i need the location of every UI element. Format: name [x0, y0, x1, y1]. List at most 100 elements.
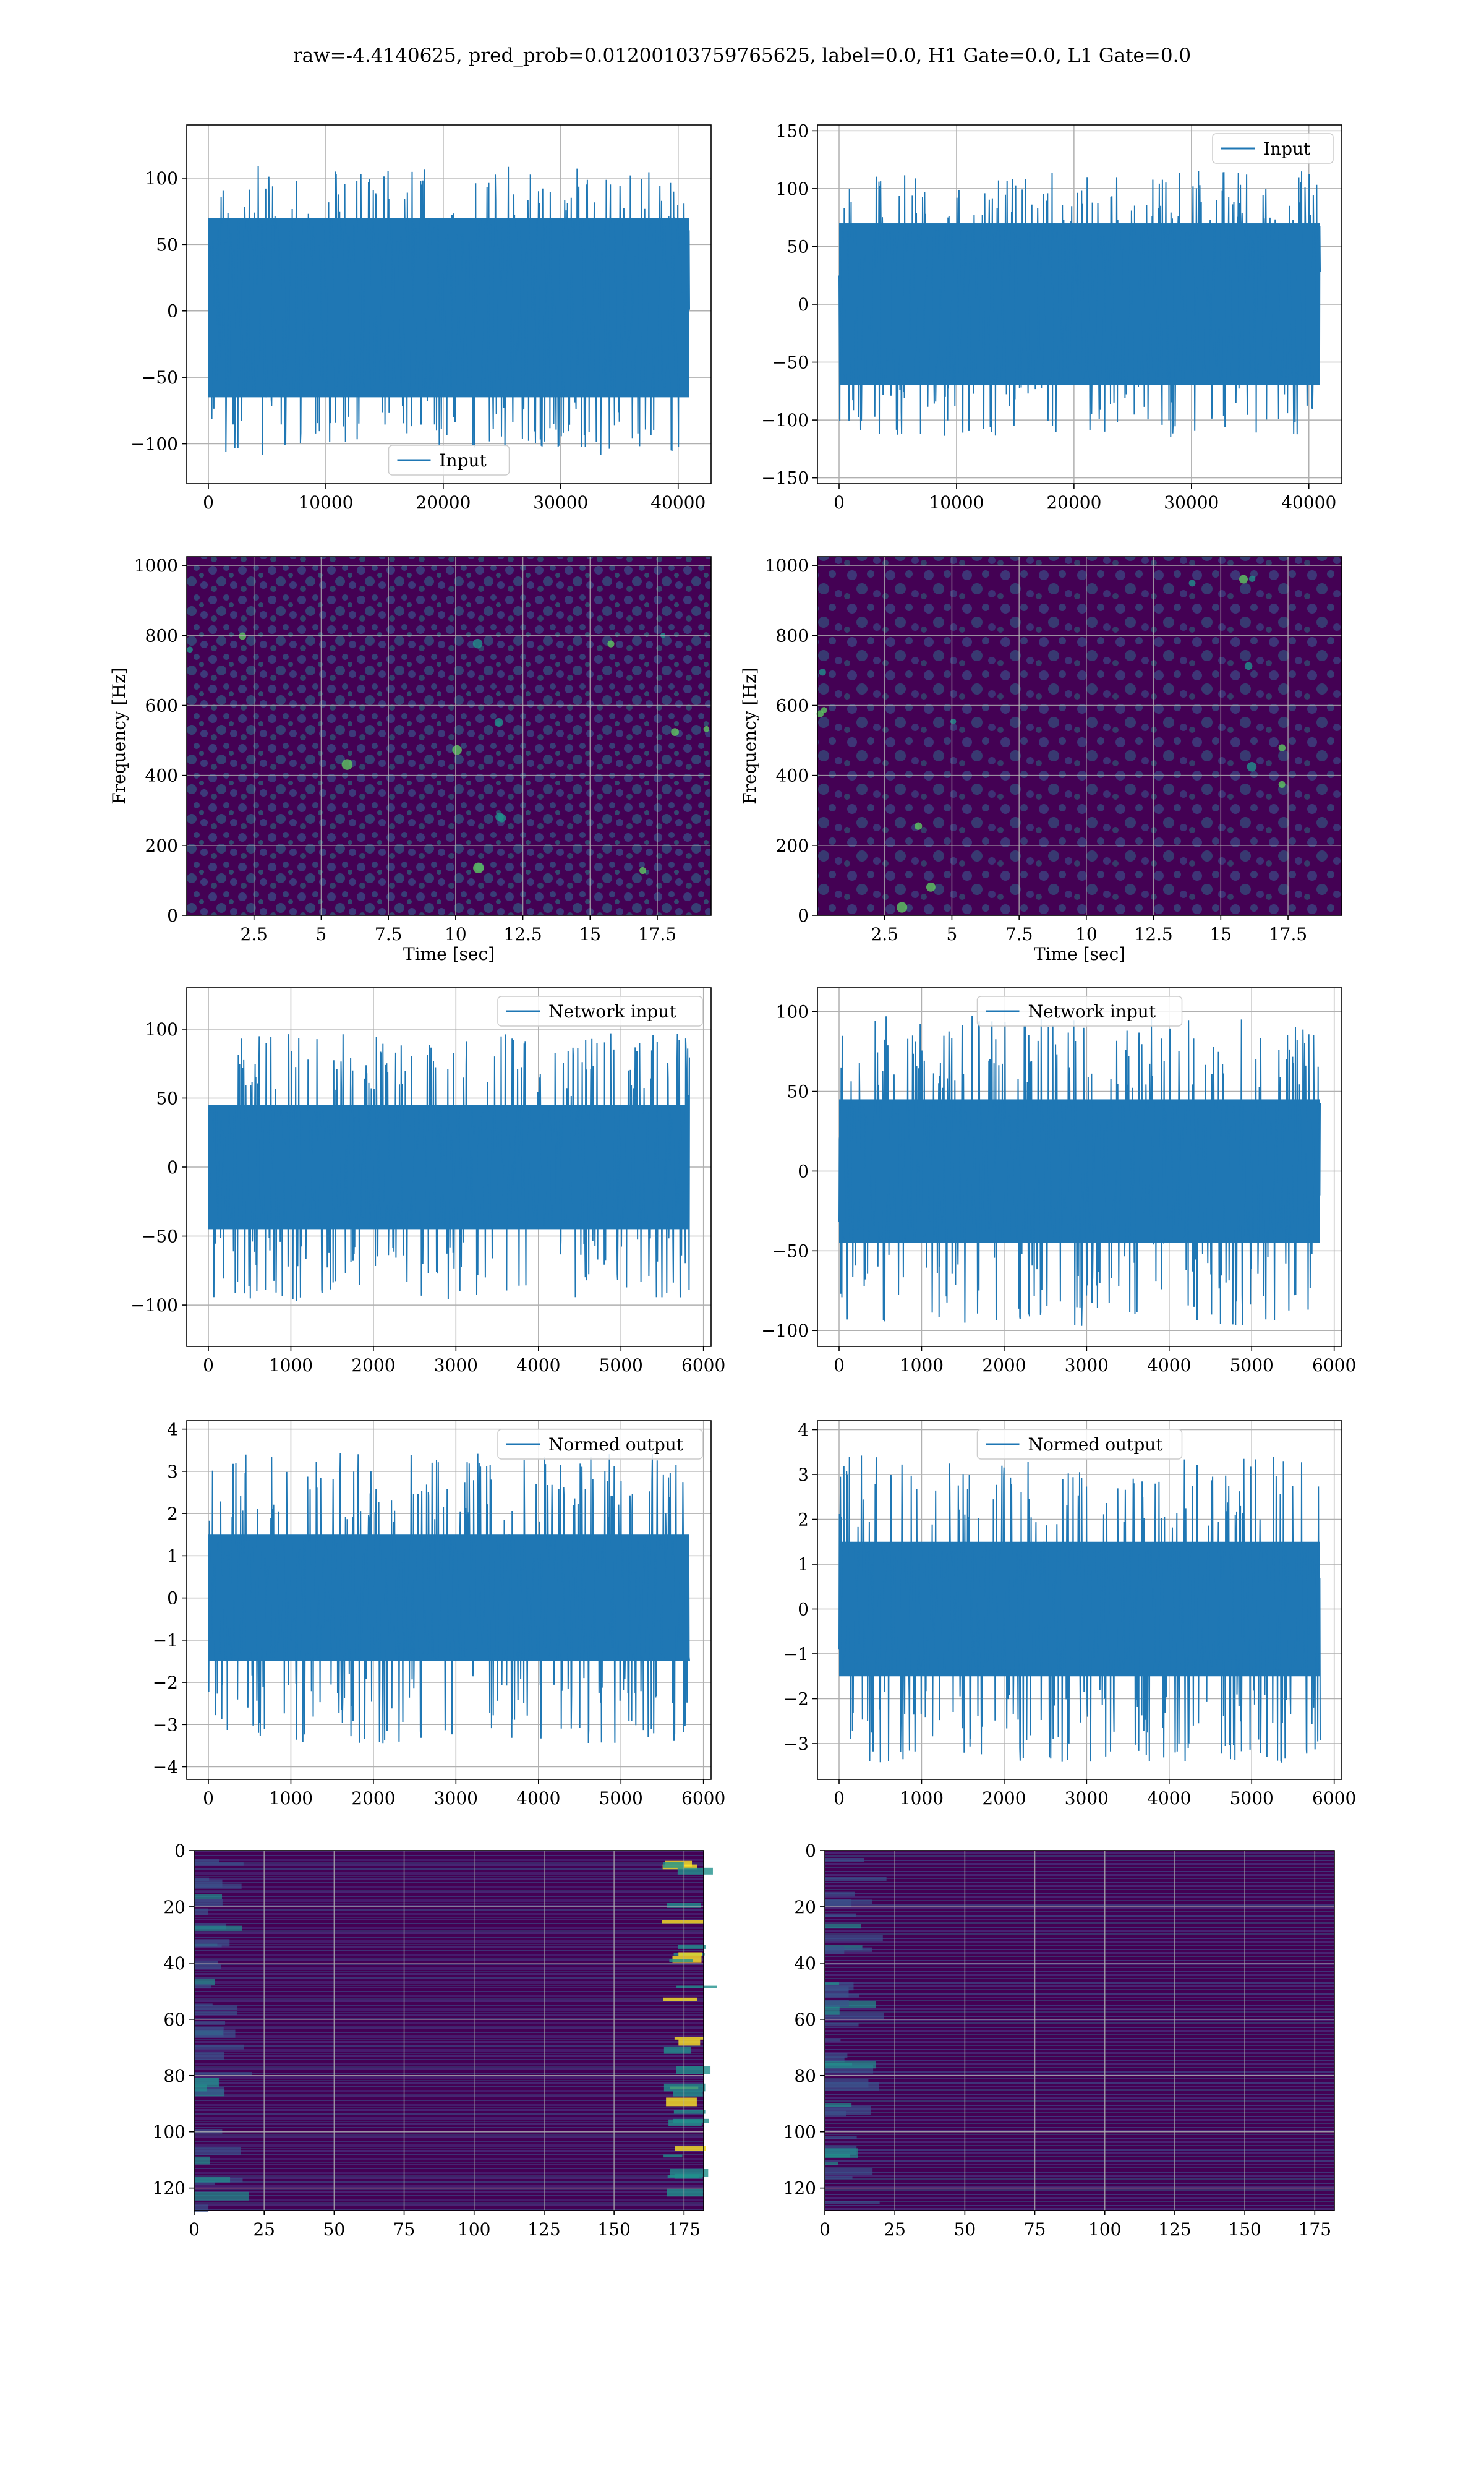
- heatmap-patch: [194, 1908, 208, 1915]
- y-tick-label: 200: [776, 836, 809, 856]
- legend-box: [976, 1429, 1183, 1460]
- x-tick-label: 6000: [681, 1788, 725, 1808]
- x-tick-label: 15: [579, 924, 601, 944]
- heatmap-blob: [671, 728, 679, 737]
- legend-box: [388, 445, 510, 476]
- y-tick-label: 0: [174, 1841, 186, 1861]
- y-tick-label: 2: [798, 1510, 809, 1530]
- heatmap-patch: [663, 2083, 706, 2092]
- x-tick-label: 2.5: [240, 924, 268, 944]
- heatmap-blob: [703, 726, 710, 732]
- heatmap-patch: [194, 2177, 231, 2183]
- y-tick-label: −4: [153, 1757, 178, 1778]
- x-tick-label: 40000: [1281, 492, 1336, 513]
- heatmap-patch: [675, 2146, 706, 2151]
- y-tick-label: 100: [145, 168, 178, 189]
- legend-label: Network input: [1028, 1001, 1156, 1022]
- heatmap-blob: [926, 882, 936, 892]
- x-tick-label: 0: [819, 2219, 830, 2240]
- x-tick-label: 0: [203, 492, 214, 513]
- heatmap-blob: [639, 867, 647, 875]
- heatmap-patch: [677, 1867, 713, 1875]
- legend: Network input: [497, 996, 703, 1027]
- heatmap-patch: [825, 1986, 849, 1992]
- x-tick-label: 4000: [516, 1355, 560, 1376]
- heatmap-patch: [825, 2168, 873, 2175]
- heatmap-blob: [341, 759, 353, 770]
- axes-frame: [824, 1850, 1335, 2211]
- y-axis-label: Frequency [Hz]: [740, 667, 760, 804]
- heatmap-patch: [825, 2001, 876, 2008]
- heatmap-blob: [495, 812, 504, 821]
- y-tick-label: 600: [145, 695, 178, 716]
- x-tick-label: 0: [834, 492, 845, 513]
- heatmap-patch: [666, 2097, 697, 2107]
- x-tick-label: 1000: [900, 1355, 944, 1376]
- heatmap-patch: [673, 2118, 709, 2123]
- subplot-r5c2: 0 25 50 75 100 125 150 175 0 20 40 60 80 100 120: [783, 1841, 1335, 2240]
- y-tick-label: 800: [145, 625, 178, 646]
- series-line: [208, 166, 690, 455]
- x-tick-label: 1000: [269, 1355, 313, 1376]
- y-tick-label: 60: [163, 2010, 186, 2030]
- heatmap-patch: [825, 2012, 884, 2019]
- heatmap-patch: [825, 2148, 858, 2158]
- heatmap-patch: [825, 1924, 861, 1929]
- heatmap-blob: [1239, 575, 1248, 584]
- y-tick-label: −100: [130, 434, 178, 455]
- heatmap-patch: [678, 1945, 706, 1949]
- y-tick-label: 1: [167, 1546, 178, 1566]
- axes-frame: [817, 1420, 1342, 1780]
- series-line: [838, 1016, 1321, 1326]
- heatmap-patch: [194, 2072, 252, 2076]
- x-tick-label: 1000: [269, 1788, 313, 1808]
- x-tick-label: 25: [253, 2219, 275, 2240]
- x-tick-label: 2000: [351, 1788, 395, 1808]
- heatmap-blob: [1278, 744, 1286, 751]
- heatmap-blob: [950, 718, 957, 725]
- y-axis-label: Frequency [Hz]: [109, 667, 129, 804]
- series-line: [208, 1033, 690, 1301]
- y-tick-label: 2: [167, 1504, 178, 1524]
- y-tick-label: 100: [776, 1002, 809, 1022]
- y-tick-label: 400: [145, 766, 178, 786]
- x-tick-label: 1000: [900, 1788, 944, 1808]
- heatmap-patch: [194, 2078, 220, 2087]
- x-tick-label: 4000: [1147, 1355, 1191, 1376]
- x-tick-label: 175: [1298, 2219, 1331, 2240]
- y-tick-label: 40: [794, 1953, 816, 1974]
- x-tick-label: 17.5: [1269, 924, 1307, 944]
- subplot-r4c2: 0 1000 2000 3000 4000 5000 6000 −3 −2 −1 0 1 2 3 4 Norm…: [783, 1420, 1357, 1809]
- x-tick-label: 20000: [1046, 492, 1101, 513]
- heatmap-patch: [825, 2005, 840, 2015]
- heatmap-patch: [825, 2102, 852, 2108]
- heatmap-patch: [194, 2052, 224, 2060]
- x-tick-label: 10000: [298, 492, 353, 513]
- heatmap-blob: [239, 632, 247, 640]
- heatmap-patch: [825, 1935, 883, 1942]
- x-tick-label: 3000: [1065, 1788, 1109, 1808]
- heatmap-patch: [662, 1920, 704, 1924]
- x-tick-label: 0: [834, 1355, 845, 1376]
- heatmap-blob: [452, 745, 462, 755]
- heatmap-blob: [1247, 761, 1257, 772]
- x-tick-label: 125: [527, 2219, 560, 2240]
- heatmap-patch: [825, 2000, 849, 2007]
- x-tick-label: 3000: [1065, 1355, 1109, 1376]
- heatmap-image: [825, 1851, 1334, 2211]
- legend-box: [497, 1429, 703, 1460]
- x-tick-label: 30000: [533, 492, 588, 513]
- heatmap-patch: [825, 1857, 864, 1862]
- x-tick-label: 75: [1024, 2219, 1046, 2240]
- series-line: [208, 1453, 690, 1744]
- y-tick-label: 0: [167, 905, 178, 926]
- x-tick-label: 2000: [982, 1355, 1026, 1376]
- axes-frame: [186, 556, 712, 916]
- heatmap-image: [194, 1851, 704, 2211]
- x-tick-label: 20000: [416, 492, 471, 513]
- heatmap-patch: [825, 2039, 841, 2042]
- y-tick-label: 150: [776, 121, 809, 141]
- heatmap-patch: [194, 1877, 210, 1881]
- heatmap-patch: [825, 2053, 848, 2058]
- y-tick-label: 1000: [765, 555, 809, 576]
